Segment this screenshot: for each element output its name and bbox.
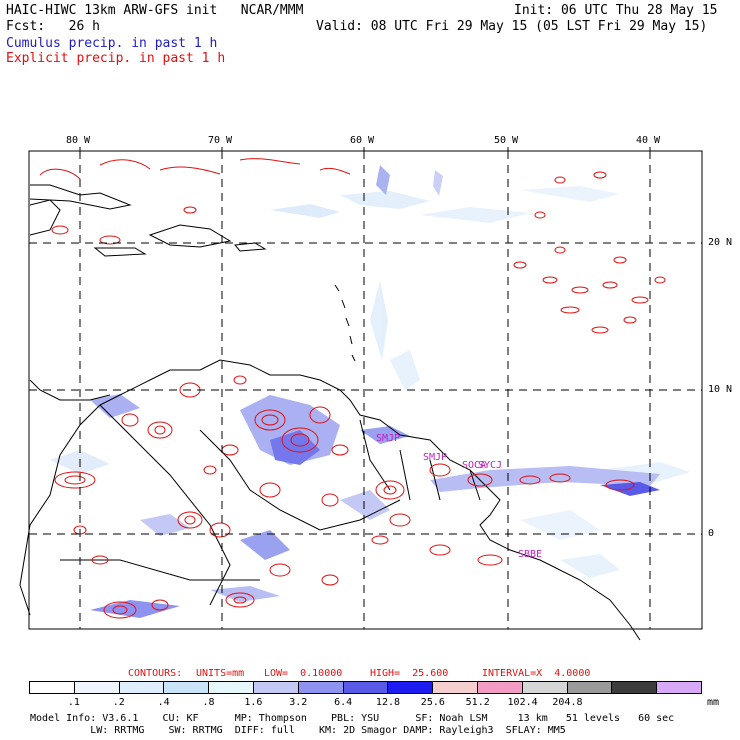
colorbar-swatch (253, 682, 299, 693)
colorbar-tick-label: .2 (112, 697, 125, 708)
legend-cumulus: Cumulus precip. in past 1 h (6, 36, 218, 51)
graticule (29, 151, 702, 629)
contours-interval: INTERVAL=X 4.0000 (482, 668, 591, 679)
lon-label-50w: 50 W (494, 135, 519, 146)
colorbar-labels: .1 .2 .4 .8 1.6 3.2 6.4 12.8 25.6 51.2 102.4 204.8 (0, 697, 740, 711)
colorbar-swatch (612, 682, 658, 693)
contours-label: CONTOURS: (128, 668, 183, 679)
coastlines (19, 184, 641, 641)
explicit-contours (39, 158, 666, 619)
colorbar-swatch (119, 682, 165, 693)
valid-time: Valid: 08 UTC Fri 29 May 15 (05 LST Fri … (316, 19, 708, 34)
colorbar-swatch (209, 682, 254, 693)
station-label: SMJP (376, 433, 401, 444)
colorbar-swatch (164, 682, 210, 693)
colorbar-tick-label: 1.6 (244, 697, 263, 708)
station-label: SYCJ (478, 460, 503, 471)
lon-label-80w: 80 W (66, 135, 91, 146)
model-info-line1: Model Info: V3.6.1 CU: KF MP: Thompson P… (30, 713, 675, 724)
model-info-line2: LW: RRTMG SW: RRTMG DIFF: full KM: 2D Sm… (30, 725, 566, 736)
station-label: SMJP (423, 452, 448, 463)
colorbar-tick-label: 51.2 (465, 697, 490, 708)
forecast-hour: Fcst: 26 h (6, 19, 100, 34)
colorbar-unit: mm (707, 697, 720, 708)
colorbar-tick-label: 102.4 (507, 697, 538, 708)
colorbar-tick-label: 3.2 (289, 697, 308, 708)
colorbar-swatch (657, 682, 701, 693)
lat-label-10n: 10 N (708, 384, 733, 395)
lat-label-0: 0 (708, 528, 715, 539)
station-label: SBBE (518, 549, 543, 560)
colorbar-tick-label: .4 (157, 697, 170, 708)
colorbar-swatch (433, 682, 478, 693)
colorbar-tick-label: .1 (67, 697, 80, 708)
colorbar-swatch (30, 682, 75, 693)
colorbar-swatch (477, 682, 523, 693)
contours-low: LOW= 0.10000 (264, 668, 343, 679)
lon-label-70w: 70 W (208, 135, 233, 146)
colorbar-swatch (522, 682, 568, 693)
colorbar-tick-label: 12.8 (375, 697, 401, 708)
colorbar-tick-label: 204.8 (552, 697, 583, 708)
contours-high: HIGH= 25.600 (370, 668, 449, 679)
lon-label-60w: 60 W (350, 135, 375, 146)
cumulus-intense-areas (90, 394, 660, 618)
legend-explicit: Explicit precip. in past 1 h (6, 51, 226, 66)
colorbar-swatch (298, 682, 344, 693)
title-left: HAIC-HIWC 13km ARW-GFS init NCAR/MMM (6, 3, 304, 18)
lon-label-40w: 40 W (636, 135, 661, 146)
colorbar-swatch (567, 682, 613, 693)
contours-units: UNITS=mm (196, 668, 245, 679)
colorbar-swatch (74, 682, 120, 693)
colorbar-tick-label: 6.4 (334, 697, 353, 708)
colorbar-swatch (343, 682, 389, 693)
colorbar (29, 681, 702, 694)
lat-label-20n: 20 N (708, 237, 733, 248)
colorbar-tick-label: 25.6 (420, 697, 445, 708)
colorbar-swatch (388, 682, 434, 693)
colorbar-tick-label: .8 (202, 697, 215, 708)
station-label: SOCA (462, 460, 487, 471)
init-time: Init: 06 UTC Thu 28 May 15 (514, 3, 718, 18)
